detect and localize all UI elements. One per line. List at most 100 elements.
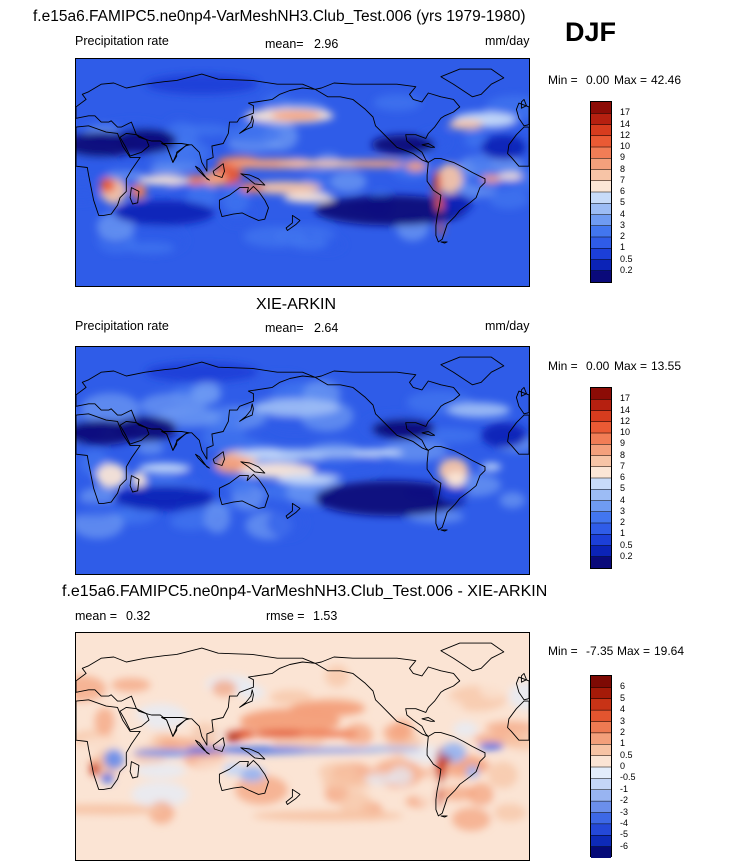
- colorbar-tick-label: 0.5: [620, 253, 633, 264]
- coastline: [239, 115, 254, 134]
- colorbar-bin: [591, 687, 611, 700]
- colorbar-bin: [591, 721, 611, 734]
- precip-field: [170, 513, 211, 531]
- precip-field: [329, 171, 367, 193]
- precip-field: [371, 418, 435, 440]
- coastline: [440, 642, 505, 672]
- precip-field: [488, 188, 529, 210]
- colorbar-bin: [591, 192, 611, 204]
- coastline: [440, 815, 448, 818]
- precip-field: [203, 503, 231, 534]
- precip-field: [405, 161, 426, 172]
- colorbar-tick-label: 9: [620, 438, 626, 449]
- precip-field: [447, 402, 511, 418]
- precip-field: [148, 801, 175, 824]
- colorbar-bin: [591, 744, 611, 756]
- colorbar-bin: [591, 500, 611, 513]
- colorbar-tick-label: 14: [620, 118, 631, 129]
- precip-field: [448, 119, 484, 130]
- precip-field: [266, 506, 307, 539]
- precip-field: [438, 222, 444, 236]
- precip-field: [283, 192, 334, 203]
- colorbar-bin: [591, 801, 611, 813]
- coastline: [426, 446, 486, 531]
- colorbar-bin: [591, 755, 611, 768]
- panel2-variable: Precipitation rate: [75, 319, 169, 333]
- precip-field: [191, 695, 213, 711]
- colorbar-tick-label: 3: [620, 505, 626, 516]
- panel3-map: [75, 632, 530, 861]
- precip-field: [113, 485, 215, 511]
- colorbar-bin: [591, 203, 611, 215]
- colorbar-bin: [591, 399, 611, 411]
- precip-field: [478, 742, 504, 751]
- colorbar-tick-label: 17: [620, 107, 631, 118]
- colorbar-tick-label: 0.2: [620, 550, 633, 561]
- panel1-units: mm/day: [485, 34, 530, 48]
- panel1-colorbar-svg: [591, 102, 611, 282]
- colorbar-bin: [591, 523, 611, 535]
- panel2-min-label: Min =: [548, 359, 578, 373]
- precip-field: [138, 175, 190, 186]
- coastline: [520, 672, 527, 683]
- coastline: [218, 759, 269, 795]
- precip-field: [415, 696, 464, 719]
- colorbar-bin: [591, 248, 611, 260]
- precip-field: [211, 679, 237, 697]
- colorbar-bin: [591, 147, 611, 159]
- colorbar-tick-label: -0.5: [620, 772, 636, 783]
- coastline: [195, 739, 210, 755]
- coastline: [285, 502, 301, 519]
- precip-field: [437, 786, 443, 808]
- precip-field: [481, 175, 502, 183]
- precip-field: [481, 463, 502, 471]
- precip-field: [111, 678, 151, 692]
- precip-field: [451, 807, 491, 831]
- coastline: [426, 732, 486, 817]
- coastline: [421, 143, 436, 148]
- panel3-map-svg: [76, 633, 529, 860]
- precip-field: [466, 765, 479, 779]
- precip-field: [252, 730, 316, 738]
- colorbar-bin: [591, 124, 611, 137]
- coastline: [76, 361, 316, 460]
- precip-field: [493, 803, 527, 822]
- precip-field: [277, 474, 341, 485]
- colorbar-bin: [591, 846, 611, 858]
- precip-field: [76, 736, 138, 755]
- coastline: [212, 163, 225, 178]
- colorbar-bin: [591, 444, 611, 456]
- precip-field: [290, 235, 328, 250]
- precip-field: [126, 242, 175, 254]
- precip-field: [101, 772, 114, 784]
- precip-field: [138, 463, 190, 474]
- precip-field: [499, 491, 526, 509]
- precip-field: [481, 134, 527, 160]
- colorbar-bin: [591, 534, 611, 546]
- colorbar-bin: [591, 489, 611, 501]
- precip-field: [189, 383, 220, 404]
- coastline: [507, 700, 529, 741]
- panel2-max-value: 13.55: [651, 359, 682, 373]
- panel2-map-svg: [76, 347, 529, 574]
- colorbar-tick-label: 3: [620, 715, 626, 726]
- precip-field: [99, 177, 116, 193]
- colorbar-tick-label: 4: [620, 494, 626, 505]
- precip-field: [157, 737, 201, 750]
- precip-field: [76, 804, 165, 815]
- precip-field: [352, 449, 404, 457]
- precip-field: [239, 766, 265, 782]
- panel1-map: [75, 58, 530, 287]
- coastline: [161, 717, 190, 737]
- precip-field: [113, 200, 215, 226]
- colorbar-bin: [591, 214, 611, 227]
- coastline: [515, 390, 529, 415]
- panel1-mean-value: 2.96: [314, 37, 339, 51]
- colorbar-tick-label: 12: [620, 415, 631, 426]
- panel3-title: f.e15a6.FAMIPC5.ne0np4-VarMeshNH3.Club_T…: [62, 583, 548, 600]
- precip-field: [76, 153, 115, 181]
- colorbar-bin: [591, 556, 611, 568]
- colorbar-tick-label: 0.2: [620, 264, 633, 275]
- precip-field: [318, 762, 357, 782]
- precip-field: [131, 781, 189, 808]
